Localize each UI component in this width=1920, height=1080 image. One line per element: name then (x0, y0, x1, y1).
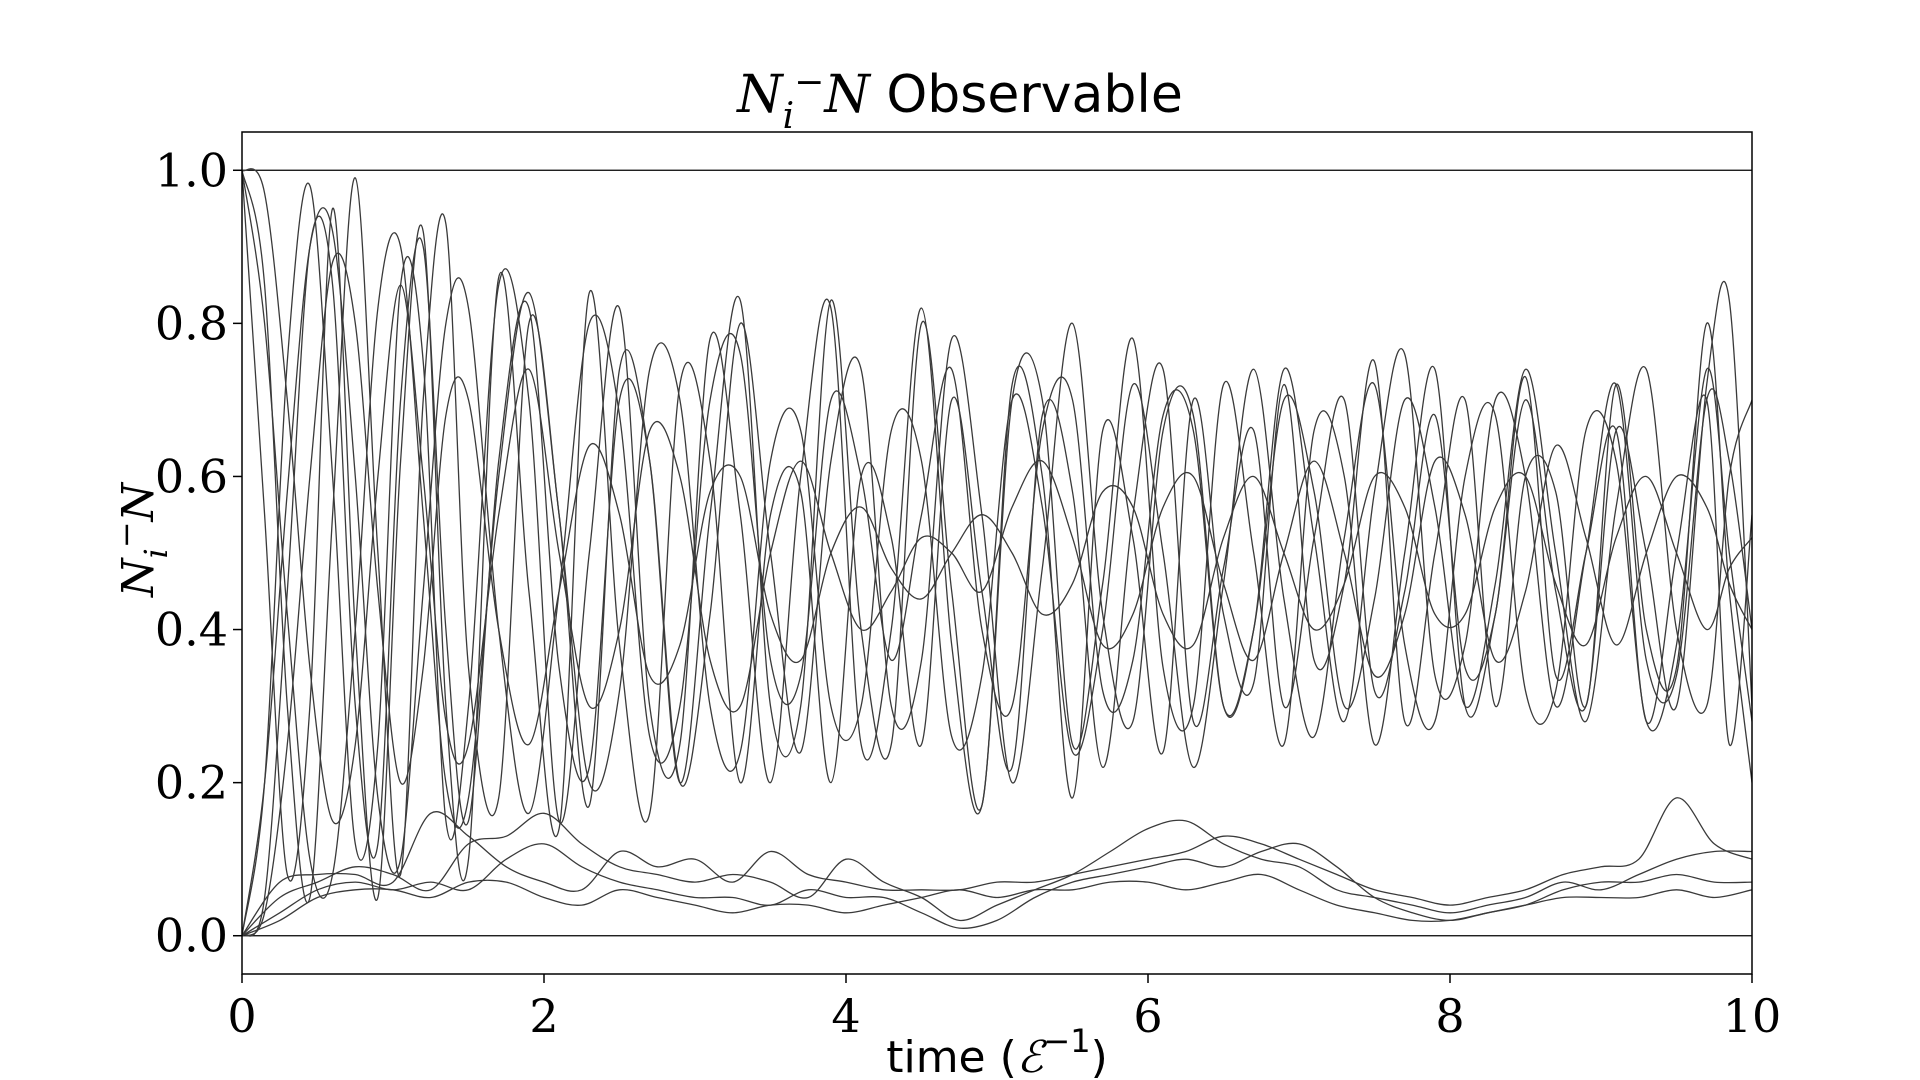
series-line-1 (242, 170, 1752, 904)
series-line-0 (242, 170, 1752, 901)
chart-title-math-tail: N (822, 65, 871, 125)
reference-lines (242, 169, 1752, 937)
series-line-9 (242, 812, 1752, 937)
chart-title-math-sub: i (783, 96, 795, 137)
series-group (242, 168, 1752, 937)
y-axis-label-math-sup: − (107, 521, 145, 548)
series-line-3 (242, 215, 1752, 937)
x-tick-label-0: 0 (227, 989, 256, 1043)
y-axis-label-math-main: N (113, 557, 164, 598)
series-line-11 (242, 873, 1752, 937)
x-tick-label-5: 10 (1723, 989, 1782, 1043)
series-line-4 (242, 168, 1752, 825)
plot-frame (241, 131, 1753, 975)
x-tick-label-4: 8 (1435, 989, 1464, 1043)
y-tick-label-2: 0.4 (155, 603, 228, 657)
y-axis-label-math-sub: i (137, 548, 175, 558)
x-axis-label: time (ℰ−1) (886, 1022, 1108, 1080)
x-axis-label-close: ) (1091, 1032, 1108, 1080)
y-tick-label-4: 0.8 (155, 296, 228, 350)
chart-title: Ni−N Observable (735, 62, 1183, 137)
x-axis-label-sup: −1 (1043, 1022, 1090, 1060)
series-line-8 (242, 797, 1752, 937)
series-line-2 (242, 182, 1752, 936)
chart-title-math-sup: − (794, 62, 824, 103)
y-axis: 0.0 0.2 0.4 0.6 0.8 1.0 (155, 143, 242, 963)
series-line-6 (242, 170, 1752, 899)
x-axis: 0 2 4 6 8 10 (227, 974, 1781, 1043)
y-axis-label-math-tail: N (113, 481, 164, 522)
x-tick-label-3: 6 (1133, 989, 1162, 1043)
chart-title-math-main: N (735, 65, 784, 125)
series-line-5 (242, 252, 1752, 937)
y-axis-label: Ni−N (107, 481, 175, 598)
y-tick-label-1: 0.2 (155, 756, 228, 810)
y-tick-label-5: 1.0 (155, 143, 228, 197)
chart-title-text: Observable (870, 65, 1183, 125)
y-tick-label-0: 0.0 (155, 909, 228, 963)
x-axis-label-text: time ( (886, 1032, 1017, 1080)
x-tick-label-2: 4 (831, 989, 860, 1043)
x-axis-label-math: ℰ (1017, 1032, 1048, 1080)
y-tick-label-3: 0.6 (155, 449, 228, 503)
series-line-7 (242, 207, 1752, 936)
x-tick-label-1: 2 (529, 989, 558, 1043)
plot-area (241, 131, 1753, 975)
